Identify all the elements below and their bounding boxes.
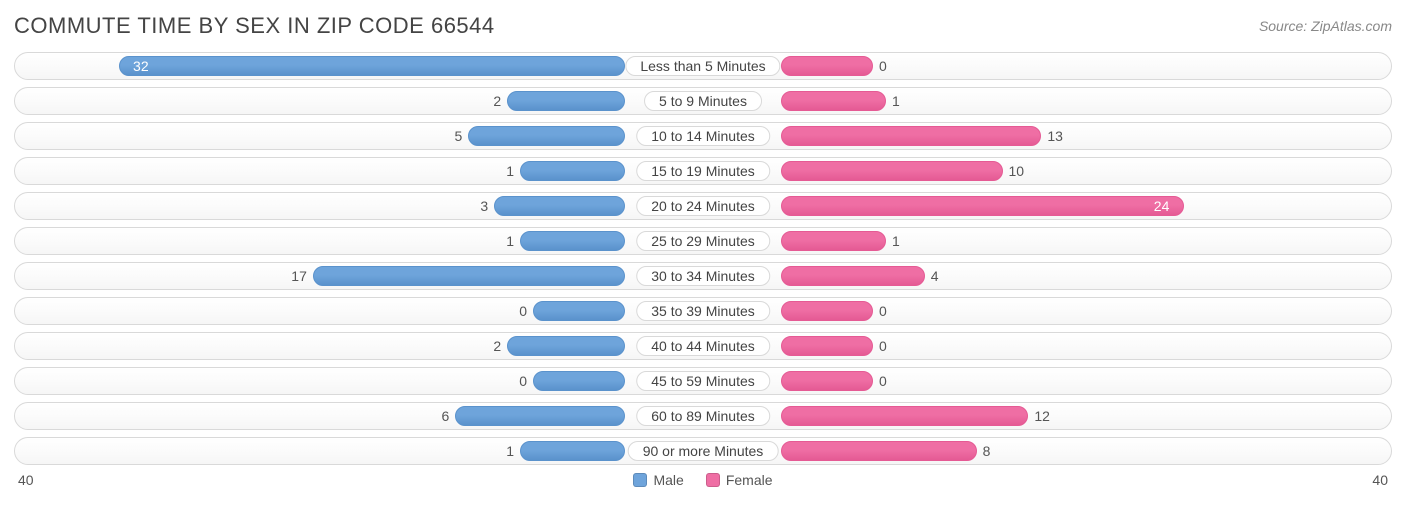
chart-row: 25 to 29 Minutes 1 1	[14, 227, 1392, 255]
female-value: 0	[879, 58, 887, 74]
female-bar	[781, 126, 1041, 146]
male-bar	[520, 441, 625, 461]
male-bar	[507, 91, 625, 111]
male-bar	[494, 196, 625, 216]
female-value: 0	[879, 373, 887, 389]
female-value: 0	[879, 338, 887, 354]
legend-label: Male	[653, 472, 683, 488]
category-label: 20 to 24 Minutes	[636, 196, 770, 216]
category-label: 45 to 59 Minutes	[636, 371, 770, 391]
legend-label: Female	[726, 472, 773, 488]
commute-chart: COMMUTE TIME BY SEX IN ZIP CODE 66544 So…	[0, 0, 1406, 523]
male-bar	[533, 301, 625, 321]
category-label: 30 to 34 Minutes	[636, 266, 770, 286]
female-value: 0	[879, 303, 887, 319]
male-bar	[520, 161, 625, 181]
chart-title: COMMUTE TIME BY SEX IN ZIP CODE 66544	[14, 13, 495, 39]
male-value: 2	[493, 338, 501, 354]
category-label: 40 to 44 Minutes	[636, 336, 770, 356]
category-label: 25 to 29 Minutes	[636, 231, 770, 251]
male-bar	[455, 406, 625, 426]
chart-row: 90 or more Minutes 1 8	[14, 437, 1392, 465]
female-bar	[781, 441, 977, 461]
male-value: 0	[519, 303, 527, 319]
axis-max-right: 40	[1372, 472, 1388, 488]
category-label: 15 to 19 Minutes	[636, 161, 770, 181]
male-value: 6	[442, 408, 450, 424]
female-bar	[781, 56, 873, 76]
female-bar	[781, 371, 873, 391]
category-label: 90 or more Minutes	[628, 441, 779, 461]
female-bar	[781, 231, 886, 251]
legend-item-male: Male	[633, 472, 683, 488]
category-label: 10 to 14 Minutes	[636, 126, 770, 146]
female-bar	[781, 336, 873, 356]
chart-row: 15 to 19 Minutes 1 10	[14, 157, 1392, 185]
chart-row: 40 to 44 Minutes 2 0	[14, 332, 1392, 360]
female-bar	[781, 91, 886, 111]
male-value: 1	[506, 163, 514, 179]
category-label: 60 to 89 Minutes	[636, 406, 770, 426]
male-bar	[468, 126, 625, 146]
male-value: 32	[133, 58, 149, 74]
male-bar	[520, 231, 625, 251]
female-value: 8	[983, 443, 991, 459]
chart-row: 60 to 89 Minutes 6 12	[14, 402, 1392, 430]
female-value: 13	[1047, 128, 1063, 144]
male-bar	[119, 56, 625, 76]
chart-header: COMMUTE TIME BY SEX IN ZIP CODE 66544 So…	[14, 8, 1392, 44]
male-value: 2	[493, 93, 501, 109]
male-swatch-icon	[633, 473, 647, 487]
male-value: 1	[506, 233, 514, 249]
female-value: 12	[1034, 408, 1050, 424]
male-bar	[533, 371, 625, 391]
male-bar	[313, 266, 625, 286]
chart-row: 45 to 59 Minutes 0 0	[14, 367, 1392, 395]
chart-row: 5 to 9 Minutes 2 1	[14, 87, 1392, 115]
chart-row: 10 to 14 Minutes 5 13	[14, 122, 1392, 150]
female-value: 1	[892, 93, 900, 109]
chart-row: 35 to 39 Minutes 0 0	[14, 297, 1392, 325]
female-bar	[781, 301, 873, 321]
category-label: Less than 5 Minutes	[625, 56, 780, 76]
female-value: 10	[1009, 163, 1025, 179]
male-value: 5	[454, 128, 462, 144]
chart-legend: 40 40 Male Female	[14, 472, 1392, 488]
male-value: 1	[506, 443, 514, 459]
category-label: 5 to 9 Minutes	[644, 91, 762, 111]
category-label: 35 to 39 Minutes	[636, 301, 770, 321]
legend-item-female: Female	[706, 472, 773, 488]
male-bar	[507, 336, 625, 356]
chart-row: 20 to 24 Minutes 3 24	[14, 192, 1392, 220]
female-value: 24	[1154, 198, 1170, 214]
male-value: 17	[291, 268, 307, 284]
chart-source: Source: ZipAtlas.com	[1259, 18, 1392, 34]
female-value: 1	[892, 233, 900, 249]
female-bar	[781, 161, 1003, 181]
male-value: 3	[480, 198, 488, 214]
chart-row: 30 to 34 Minutes 17 4	[14, 262, 1392, 290]
female-value: 4	[931, 268, 939, 284]
female-swatch-icon	[706, 473, 720, 487]
chart-row: Less than 5 Minutes 32 0	[14, 52, 1392, 80]
male-value: 0	[519, 373, 527, 389]
axis-max-left: 40	[18, 472, 34, 488]
female-bar	[781, 196, 1184, 216]
female-bar	[781, 266, 925, 286]
female-bar	[781, 406, 1028, 426]
chart-rows: Less than 5 Minutes3205 to 9 Minutes2110…	[14, 52, 1392, 465]
